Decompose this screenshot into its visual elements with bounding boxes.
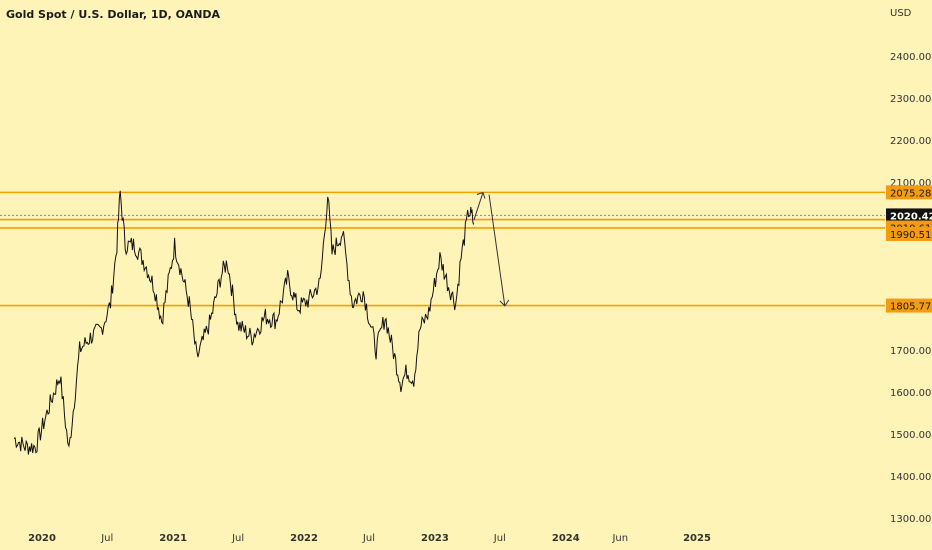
y-tick-label: 2400.000	[890, 52, 932, 63]
x-tick-label: 2022	[290, 533, 318, 544]
x-tick-label: Jul	[100, 533, 113, 544]
price-tag-value: 1990.515	[890, 230, 932, 241]
x-tick-label: Jul	[493, 533, 506, 544]
price-tag	[886, 226, 932, 241]
price-axis[interactable]: 2400.000 2300.000 2200.000 2100.000 1700.000…	[890, 52, 932, 525]
x-tick-label: 2020	[28, 533, 56, 544]
horizontal-levels[interactable]	[0, 191, 885, 307]
price-tag	[886, 185, 932, 200]
price-tag-value: 1805.772	[890, 302, 932, 313]
y-tick-label: 1700.000	[890, 346, 932, 357]
y-tick-label: 1500.000	[890, 430, 932, 441]
x-tick-label: Jul	[231, 533, 244, 544]
x-tick-label: 2023	[421, 533, 449, 544]
time-axis[interactable]: 2020 Jul 2021 Jul 2022 Jul 2023 Jul 2024 Jun 2025	[28, 533, 711, 544]
price-tag-value: 2075.282	[890, 188, 932, 199]
x-tick-label: 2024	[552, 533, 580, 544]
projection-down-arrowhead	[499, 299, 510, 307]
current-price-value: 2020.420	[890, 211, 932, 222]
y-tick-label: 2100.000	[890, 178, 932, 189]
price-tag	[886, 298, 932, 313]
price-tags: 2075.2822020.42004:58:562010.6131990.515…	[886, 185, 932, 313]
y-tick-label: 2300.000	[890, 94, 932, 105]
x-tick-label: Jun	[611, 533, 628, 544]
price-series	[13, 190, 475, 455]
x-tick-label: 2021	[159, 533, 187, 544]
projection-up-arrowhead	[476, 191, 486, 199]
projection-arrows[interactable]	[473, 191, 510, 307]
x-tick-label: Jul	[362, 533, 375, 544]
projection-down-line	[488, 194, 506, 306]
currency-label: USD	[890, 8, 912, 19]
projection-up-line	[473, 192, 484, 220]
x-tick-label: 2025	[683, 533, 711, 544]
price-line	[13, 190, 475, 455]
y-tick-label: 1400.000	[890, 472, 932, 483]
y-tick-label: 1600.000	[890, 388, 932, 399]
y-tick-label: 2200.000	[890, 136, 932, 147]
y-tick-label: 1300.000	[890, 514, 932, 525]
chart-title: Gold Spot / U.S. Dollar, 1D, OANDA	[6, 8, 221, 21]
